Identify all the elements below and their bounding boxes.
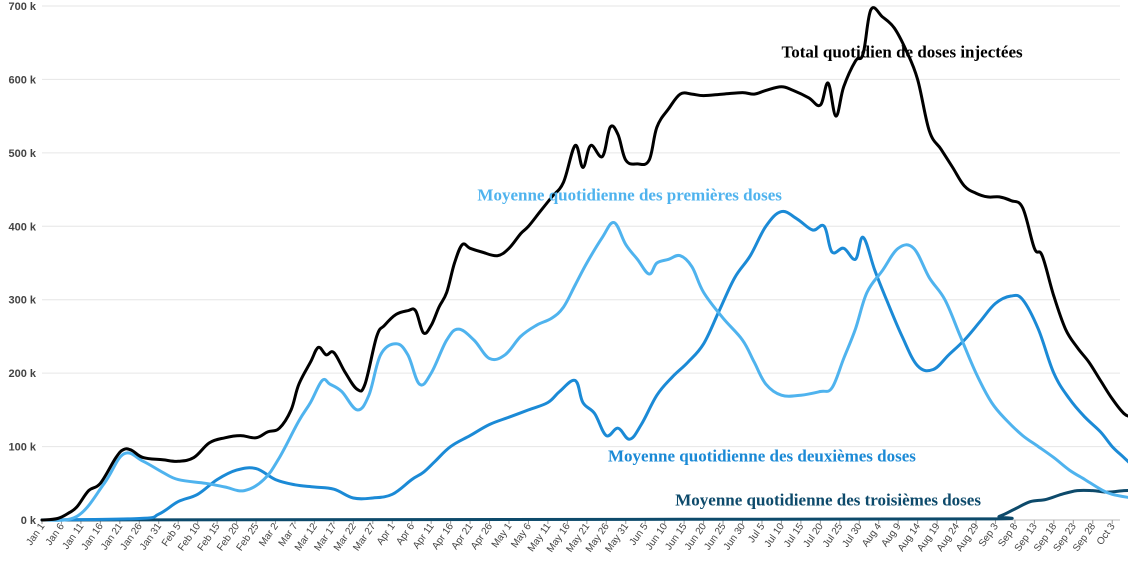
series-label-3: Moyenne quotidienne des troisièmes doses (675, 490, 981, 509)
x-tick-label: Jul 30 (840, 521, 865, 550)
y-tick-label: 400 k (8, 221, 36, 233)
series-label-0: Total quotidien de doses injectées (781, 42, 1023, 61)
y-tick-label: 100 k (8, 442, 36, 454)
series-line-0 (40, 6, 1128, 522)
series-line-1 (40, 221, 1128, 522)
y-tick-label: 700 k (8, 1, 36, 13)
x-tick-label: Mar 2 (257, 521, 281, 549)
x-tick-label: Sep 3 (977, 521, 1001, 549)
series-labels: Total quotidien de doses injectées Moyenn… (477, 42, 1023, 509)
y-tick-label: 500 k (8, 148, 36, 160)
x-tick-label: Jan 31 (138, 521, 164, 552)
x-tick-label: Apr 26 (469, 521, 495, 552)
series-line-2 (40, 209, 1128, 522)
series-lines (40, 6, 1128, 522)
series-line-3 (40, 488, 1128, 522)
y-tick-label: 600 k (8, 74, 36, 86)
y-tick-label: 300 k (8, 295, 36, 307)
x-tick-label: Apr 1 (375, 521, 398, 547)
x-tick-label: Oct 3 (1095, 521, 1118, 547)
series-label-2: Moyenne quotidienne des deuxièmes doses (608, 446, 916, 465)
x-tick-label: Aug 4 (860, 521, 884, 549)
y-axis: 0 k 100 k 200 k 300 k 400 k 500 k 600 k 700 k (8, 1, 36, 527)
y-gridlines (42, 5, 1120, 521)
y-tick-label: 200 k (8, 368, 36, 380)
y-tick-label: 0 k (21, 515, 37, 527)
series-label-1: Moyenne quotidienne des premières doses (477, 186, 782, 205)
